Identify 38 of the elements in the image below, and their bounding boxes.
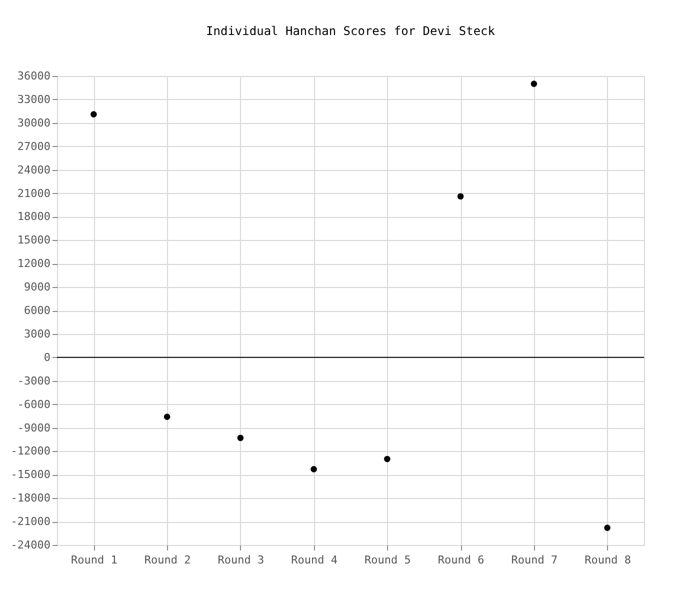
y-tick-label: 15000 bbox=[17, 234, 50, 247]
point bbox=[90, 111, 97, 118]
x-tick-label: Round 8 bbox=[584, 554, 631, 566]
y-tick-label: -9000 bbox=[17, 421, 50, 434]
point bbox=[164, 414, 170, 420]
x-tick-label: Round 2 bbox=[144, 554, 191, 566]
y-tick-label: -18000 bbox=[10, 492, 50, 505]
chart-title: Individual Hanchan Scores for Devi Steck bbox=[206, 24, 496, 38]
y-tick-label: -3000 bbox=[17, 374, 50, 388]
y-tick-label: 18000 bbox=[17, 210, 50, 224]
y-tick-label: -24000 bbox=[10, 538, 50, 552]
y-tick-label: 0 bbox=[44, 350, 50, 364]
y-tick-label: 27000 bbox=[17, 140, 50, 153]
y-tick-label: 9000 bbox=[24, 280, 50, 294]
y-tick-label: -21000 bbox=[10, 515, 50, 528]
y-tick-label: 12000 bbox=[17, 257, 50, 270]
y-tick-label: 30000 bbox=[17, 116, 50, 130]
x-tick-label: Round 5 bbox=[364, 554, 411, 566]
point bbox=[310, 466, 317, 472]
x-tick-label: Round 7 bbox=[511, 554, 558, 566]
y-tick-label: -15000 bbox=[10, 468, 50, 482]
y-tick-label: 33000 bbox=[17, 92, 50, 106]
y-tick-label: 24000 bbox=[17, 163, 50, 176]
y-tick-label: 21000 bbox=[17, 186, 50, 200]
y-tick-label: -12000 bbox=[10, 444, 50, 458]
x-tick-label: Round 6 bbox=[438, 554, 484, 566]
y-tick-label: -6000 bbox=[17, 398, 50, 411]
y-tick-label: 6000 bbox=[24, 304, 50, 317]
point bbox=[457, 193, 464, 200]
y-tick-label: 3000 bbox=[24, 327, 50, 340]
point bbox=[530, 80, 538, 87]
point bbox=[237, 434, 244, 442]
y-tick-label: 36000 bbox=[17, 70, 50, 82]
x-tick-label: Round 1 bbox=[71, 554, 118, 566]
x-tick-label: Round 3 bbox=[218, 554, 264, 566]
x-tick-label: Round 4 bbox=[291, 554, 338, 566]
point bbox=[604, 524, 610, 531]
point bbox=[384, 456, 390, 462]
